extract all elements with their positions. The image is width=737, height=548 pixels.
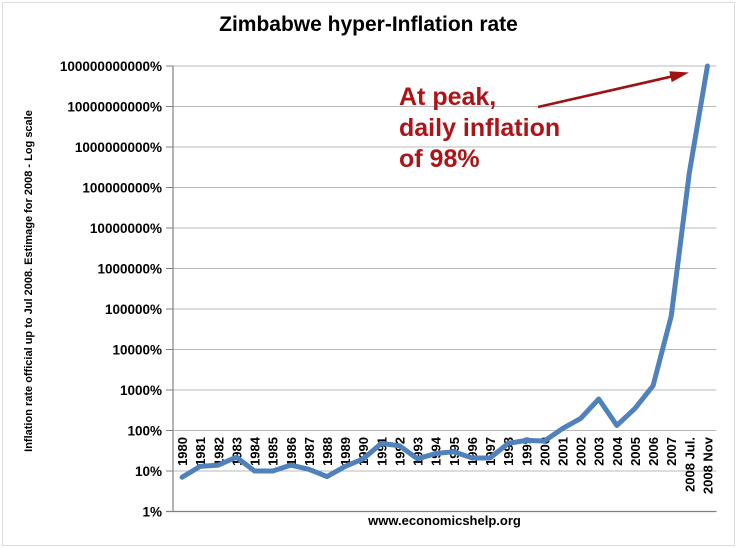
inflation-line-series xyxy=(179,63,710,480)
y-axis-tick-label: 1000000% xyxy=(97,262,162,277)
x-axis-tick-label: 2001 xyxy=(556,437,571,466)
x-axis-tick-label: 1993 xyxy=(411,437,426,466)
source-link: www.economicshelp.org xyxy=(368,513,521,528)
x-axis-tick-label: 1987 xyxy=(302,437,317,466)
x-axis-tick-label: 2000 xyxy=(537,437,552,466)
x-axis-tick-label: 1981 xyxy=(193,437,208,466)
y-axis-tick-label: 100000000% xyxy=(82,181,162,196)
x-axis-tick-label: 2003 xyxy=(592,437,607,466)
x-axis-tick-label: 2008 Jul. xyxy=(682,437,697,492)
chart-title: Zimbabwe hyper-Inflation rate xyxy=(219,13,518,36)
x-axis-tick-label: 1999 xyxy=(519,437,534,466)
x-axis-tick-label: 1989 xyxy=(338,437,353,466)
y-axis-tick-label: 10% xyxy=(135,464,162,479)
x-axis-tick-label: 1982 xyxy=(211,437,226,466)
x-axis-tick-label: 2008 Nov xyxy=(700,436,715,494)
x-axis-tick-label: 2004 xyxy=(610,436,625,466)
y-axis-tick-label: 1000000000% xyxy=(75,140,162,155)
y-axis-tick-label: 1% xyxy=(142,505,162,520)
x-axis-tick-label: 2007 xyxy=(664,437,679,466)
y-axis-tick-label: 10000000000% xyxy=(67,100,162,115)
y-axis-tick-label: 100000% xyxy=(105,302,162,317)
x-axis-tick-label: 2002 xyxy=(574,437,589,466)
y-axis-tick-label: 10000000% xyxy=(90,221,162,236)
peak-arrow-icon xyxy=(537,71,689,109)
peak-annotation-line1: At peak, xyxy=(399,83,497,111)
peak-annotation-line3: of 98% xyxy=(399,145,480,173)
x-axis-tick-label: 2006 xyxy=(646,437,661,466)
y-axis-tick-label: 100000000000% xyxy=(60,59,162,74)
x-axis-tick-label: 2005 xyxy=(628,437,643,466)
peak-arrow-shaft xyxy=(537,74,674,109)
chart-plot-area: 100000000000% 10000000000% 1000000000% 1000… xyxy=(60,59,717,520)
y-axis-tick-label: 1000% xyxy=(120,383,162,398)
peak-annotation: At peak, daily inflation of 98% xyxy=(399,82,560,175)
x-axis-tick-label: 1985 xyxy=(266,437,281,466)
peak-annotation-line2: daily inflation xyxy=(399,114,561,142)
x-axis-tick-label: 1988 xyxy=(320,437,335,466)
y-axis-tick-label: 100% xyxy=(127,424,162,439)
x-axis-tick-label: 1984 xyxy=(248,436,263,466)
y-axis-tick-label: 10000% xyxy=(112,343,162,358)
x-axis-tick-label: 1996 xyxy=(465,437,480,466)
x-axis-tick-label: 1986 xyxy=(284,437,299,466)
peak-arrow-head xyxy=(669,71,689,83)
x-axis-tick-label: 1980 xyxy=(175,437,190,466)
